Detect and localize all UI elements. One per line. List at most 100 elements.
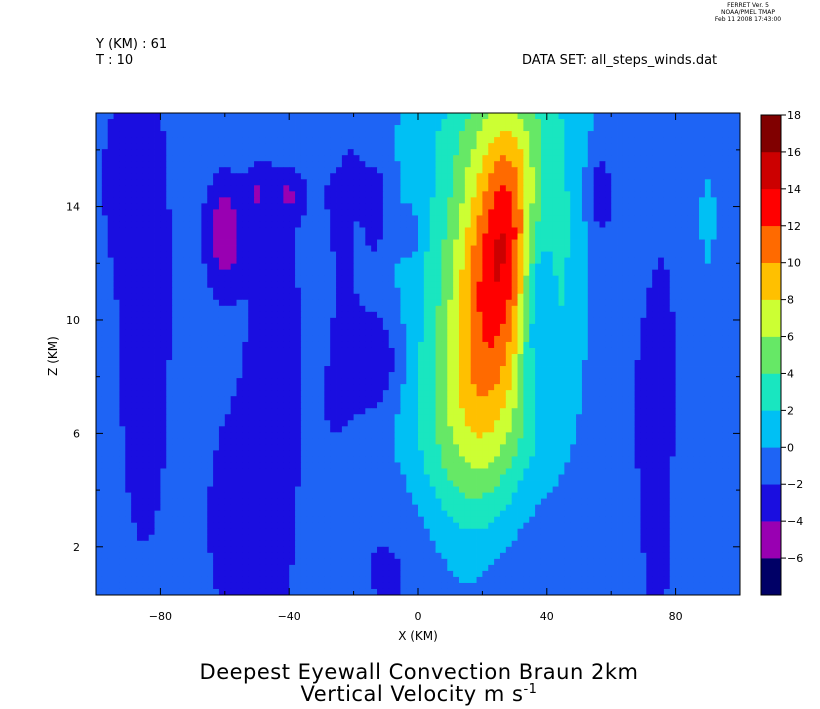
contour-cell	[277, 287, 284, 295]
contour-cell	[511, 227, 518, 234]
contour-cell	[166, 287, 173, 295]
contour-cell	[312, 275, 319, 283]
contour-cell	[669, 293, 676, 301]
contour-cell	[482, 173, 489, 180]
contour-cell	[341, 305, 349, 313]
contour-cell	[195, 335, 202, 343]
contour-cell	[611, 354, 618, 361]
contour-cell	[617, 366, 624, 373]
contour-cell	[535, 275, 542, 283]
contour-cell	[347, 155, 354, 162]
contour-cell	[312, 281, 319, 289]
contour-cell	[289, 209, 296, 216]
contour-cell	[699, 354, 706, 361]
contour-cell	[300, 197, 308, 204]
contour-cell	[494, 329, 501, 337]
contour-cell	[177, 341, 185, 349]
contour-cell	[540, 173, 548, 180]
contour-cell	[681, 221, 688, 228]
contour-cell	[96, 275, 103, 283]
contour-cell	[195, 269, 202, 277]
contour-cell	[453, 125, 460, 132]
contour-cell	[605, 119, 612, 126]
contour-cell	[107, 311, 114, 319]
contour-cell	[336, 113, 343, 120]
contour-cell	[136, 209, 144, 216]
contour-cell	[183, 275, 191, 283]
contour-cell	[295, 203, 302, 210]
contour-cell	[646, 131, 653, 138]
contour-cell	[628, 293, 636, 301]
contour-cell	[125, 360, 132, 367]
contour-cell	[499, 197, 507, 204]
contour-cell	[136, 179, 144, 186]
contour-cell	[324, 263, 331, 271]
contour-cell	[259, 203, 267, 210]
contour-cell	[271, 366, 278, 373]
contour-cell	[505, 185, 513, 192]
contour-cell	[148, 155, 155, 162]
contour-cell	[201, 269, 208, 277]
contour-cell	[494, 179, 501, 186]
contour-cell	[435, 281, 442, 289]
contour-cell	[464, 275, 472, 283]
contour-cell	[728, 281, 735, 289]
contour-cell	[418, 227, 425, 234]
contour-cell	[576, 299, 583, 307]
contour-cell	[259, 113, 267, 120]
contour-cell	[564, 215, 571, 222]
contour-cell	[593, 275, 600, 283]
contour-cell	[710, 185, 717, 192]
contour-cell	[230, 215, 237, 222]
contour-cell	[265, 354, 273, 361]
contour-cell	[511, 257, 518, 265]
contour-cell	[289, 287, 296, 295]
contour-cell	[663, 329, 671, 337]
contour-cell	[224, 287, 232, 295]
contour-cell	[546, 360, 554, 367]
contour-cell	[658, 227, 665, 234]
contour-cell	[617, 143, 624, 150]
contour-cell	[248, 263, 255, 271]
contour-cell	[505, 269, 513, 277]
contour-cell	[207, 347, 214, 355]
contour-cell	[277, 366, 284, 373]
contour-cell	[564, 155, 571, 162]
contour-cell	[271, 329, 278, 337]
contour-cell	[716, 293, 723, 301]
contour-cell	[142, 191, 150, 198]
contour-cell	[464, 257, 472, 265]
contour-cell	[517, 317, 524, 325]
contour-cell	[289, 173, 296, 180]
contour-cell	[587, 137, 595, 144]
contour-cell	[499, 113, 507, 120]
contour-cell	[622, 263, 630, 271]
contour-cell	[640, 372, 647, 379]
contour-cell	[558, 245, 565, 252]
contour-cell	[511, 119, 518, 126]
contour-cell	[207, 384, 214, 391]
contour-cell	[189, 293, 196, 301]
contour-cell	[277, 167, 284, 174]
contour-cell	[172, 323, 179, 331]
contour-cell	[605, 197, 612, 204]
contour-cell	[289, 119, 296, 126]
contour-cell	[330, 263, 337, 271]
contour-cell	[265, 335, 273, 343]
contour-cell	[546, 323, 554, 331]
contour-cell	[312, 209, 319, 216]
contour-cell	[259, 378, 267, 385]
contour-cell	[658, 167, 665, 174]
contour-cell	[230, 221, 237, 228]
contour-cell	[166, 179, 173, 186]
contour-cell	[242, 341, 249, 349]
contour-cell	[295, 354, 302, 361]
contour-cell	[558, 203, 565, 210]
contour-cell	[312, 131, 319, 138]
contour-cell	[423, 251, 431, 259]
contour-cell	[160, 155, 167, 162]
contour-cell	[166, 275, 173, 283]
contour-cell	[699, 221, 706, 228]
contour-cell	[634, 360, 641, 367]
contour-cell	[353, 113, 360, 120]
